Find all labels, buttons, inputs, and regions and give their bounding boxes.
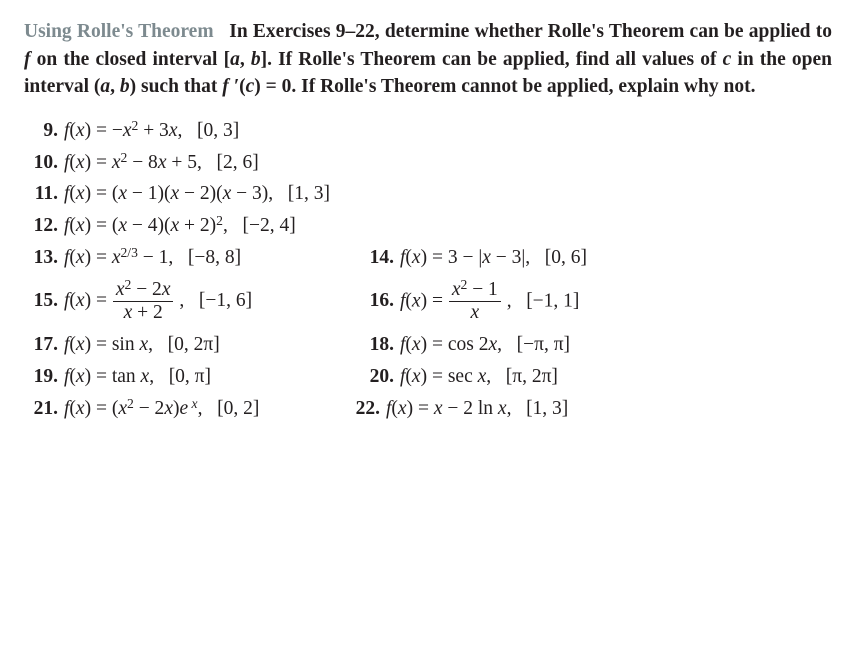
exercise-expression: f(x) = cos 2x, [−π, π] <box>400 331 570 359</box>
exercise-12: 12. f(x) = (x − 4)(x + 2)2, [−2, 4] <box>24 212 832 240</box>
exercise-expression: f(x) = x2 − 2xx + 2 , [−1, 6] <box>64 290 252 311</box>
exercise-number: 15. <box>24 287 64 315</box>
exercise-expression: f(x) = x2/3 − 1, [−8, 8] <box>64 247 241 268</box>
exercise-expression: f(x) = x2 − 1x , [−1, 1] <box>400 280 579 324</box>
exercise-17-18: 17. f(x) = sin x, [0, 2π] 18. f(x) = cos… <box>24 331 832 359</box>
exercise-number: 12. <box>24 212 64 240</box>
exercise-10: 10. f(x) = x2 − 8x + 5, [2, 6] <box>24 149 832 177</box>
exercise-number: 18. <box>360 331 400 359</box>
instructions-paragraph: Using Rolle's Theorem In Exercises 9–22,… <box>24 18 832 101</box>
exercise-expression: f(x) = x − 2 ln x, [1, 3] <box>386 395 568 423</box>
exercise-expression: f(x) = (x2 − 2x)e x, [0, 2] <box>64 398 259 419</box>
exercise-number: 9. <box>24 117 64 145</box>
exercise-9: 9. f(x) = −x2 + 3x, [0, 3] <box>24 117 832 145</box>
exercise-11: 11. f(x) = (x − 1)(x − 2)(x − 3), [1, 3] <box>24 180 832 208</box>
exercise-number: 22. <box>346 395 386 423</box>
exercise-expression: f(x) = sin x, [0, 2π] <box>64 334 220 355</box>
section-topic: Using Rolle's Theorem <box>24 21 214 42</box>
exercise-number: 16. <box>360 287 400 315</box>
exercise-number: 13. <box>24 244 64 272</box>
exercise-expression: f(x) = x2 − 8x + 5, [2, 6] <box>64 149 259 177</box>
exercise-list: 9. f(x) = −x2 + 3x, [0, 3] 10. f(x) = x2… <box>24 117 832 422</box>
exercise-number: 17. <box>24 331 64 359</box>
exercise-number: 10. <box>24 149 64 177</box>
exercise-15-16: 15. f(x) = x2 − 2xx + 2 , [−1, 6] 16. f(… <box>24 280 832 324</box>
exercise-number: 20. <box>360 363 400 391</box>
exercise-number: 19. <box>24 363 64 391</box>
exercise-number: 21. <box>24 395 64 423</box>
exercise-number: 11. <box>24 180 64 208</box>
exercise-expression: f(x) = tan x, [0, π] <box>64 366 211 387</box>
exercise-13-14: 13. f(x) = x2/3 − 1, [−8, 8] 14. f(x) = … <box>24 244 832 272</box>
exercise-number: 14. <box>360 244 400 272</box>
exercise-expression: f(x) = sec x, [π, 2π] <box>400 363 558 391</box>
exercise-21-22: 21. f(x) = (x2 − 2x)e x, [0, 2] 22. f(x)… <box>24 395 832 423</box>
exercise-expression: f(x) = 3 − |x − 3|, [0, 6] <box>400 244 587 272</box>
exercise-expression: f(x) = (x − 1)(x − 2)(x − 3), [1, 3] <box>64 180 330 208</box>
exercise-expression: f(x) = (x − 4)(x + 2)2, [−2, 4] <box>64 212 296 240</box>
exercise-19-20: 19. f(x) = tan x, [0, π] 20. f(x) = sec … <box>24 363 832 391</box>
exercise-expression: f(x) = −x2 + 3x, [0, 3] <box>64 117 239 145</box>
